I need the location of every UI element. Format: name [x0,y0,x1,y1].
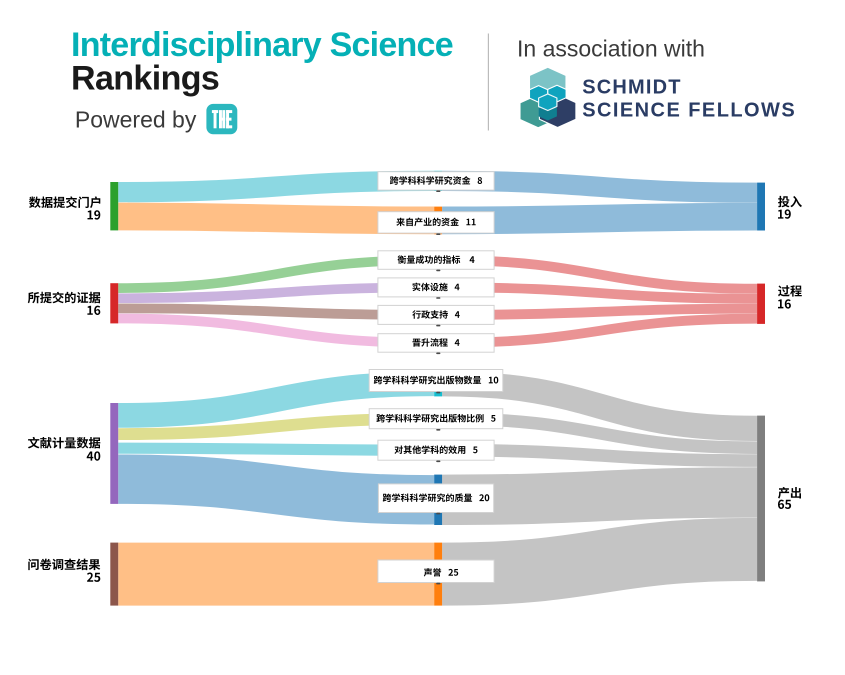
svg-text:Rankings: Rankings [71,60,219,98]
svg-text:Interdisciplinary Science: Interdisciplinary Science [71,26,453,64]
svg-text:Powered by: Powered by [75,106,197,132]
svg-text:SCHMIDT: SCHMIDT [582,76,682,98]
svg-text:SCIENCE FELLOWS: SCIENCE FELLOWS [582,100,796,122]
svg-text:In association with: In association with [517,36,705,62]
